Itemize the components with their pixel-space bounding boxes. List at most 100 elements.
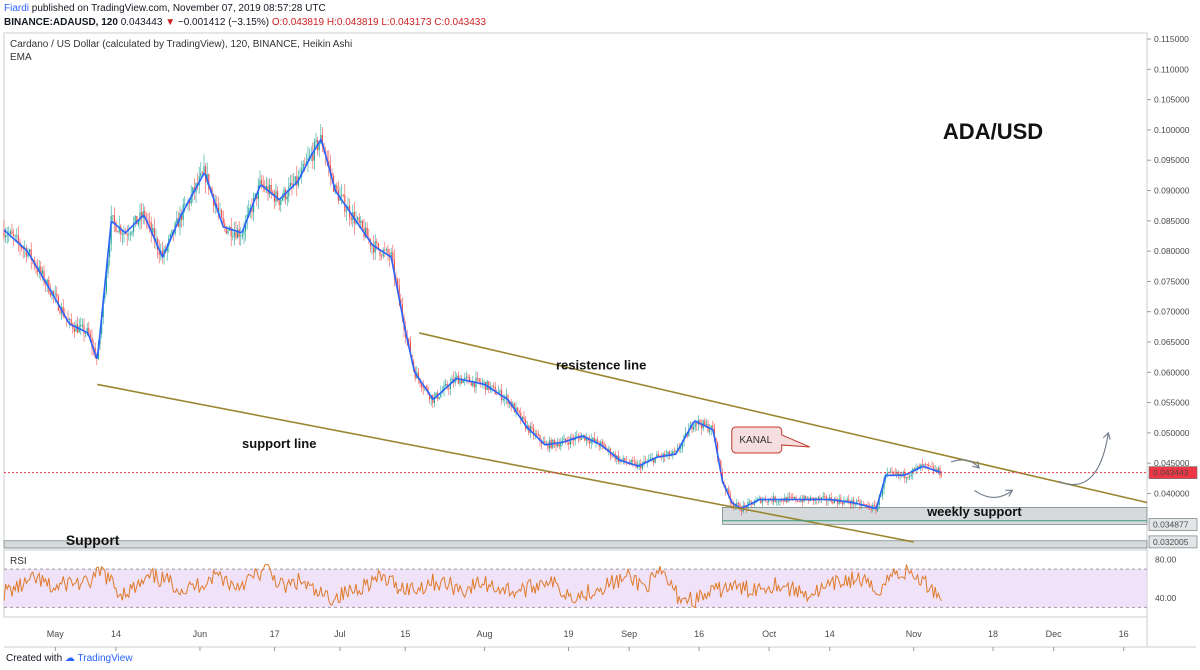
candle-body (289, 182, 291, 187)
symbol: BINANCE:ADAUSD, 120 (4, 17, 118, 28)
candle-body (569, 437, 571, 445)
candle-body (915, 467, 917, 469)
candle-body (377, 243, 379, 250)
candle-body (645, 461, 647, 463)
candle-body (129, 233, 131, 235)
time-tick-label: May (47, 629, 65, 639)
candle-body (515, 407, 517, 413)
candle-body (558, 443, 560, 447)
candle-body (381, 255, 383, 257)
candle-body (85, 332, 87, 334)
candle-body (897, 472, 899, 476)
candle-body (651, 458, 653, 459)
candle-body (491, 385, 493, 387)
forecast-arrow-1 (950, 459, 980, 469)
candle-body (517, 407, 519, 411)
candle-body (768, 498, 770, 503)
chart-legend-title: Cardano / US Dollar (calculated by Tradi… (10, 39, 352, 50)
candle-body (488, 381, 490, 391)
ema-legend[interactable]: EMA (10, 52, 32, 63)
candle-body (667, 451, 669, 455)
candle-body (341, 194, 343, 196)
candle-body (73, 328, 75, 332)
zones-layer (3, 507, 1148, 549)
candle-body (288, 186, 290, 197)
time-axis[interactable]: May 14 Jun 17 Jul 15 Aug 19 Sep 16 Oct 14 Nov 18 Dec 16 (47, 629, 1129, 651)
candle-body (571, 437, 573, 440)
candle-body (537, 435, 539, 436)
price-axis[interactable]: 0.115000 0.110000 0.105000 0.100000 0.095000… (1147, 34, 1190, 498)
candle-body (350, 217, 352, 221)
down-arrow-icon: ▼ (165, 17, 176, 28)
candle-body (225, 226, 227, 234)
candle-body (27, 252, 29, 257)
candle-body (240, 236, 242, 238)
time-tick-label: 18 (988, 629, 998, 639)
candle-body (421, 383, 423, 388)
candle-body (576, 436, 578, 437)
trendline-0[interactable] (419, 332, 1148, 504)
candle-body (857, 500, 859, 502)
candle-body (835, 498, 837, 501)
candle-body (189, 200, 191, 204)
rsi-legend[interactable]: RSI (10, 556, 27, 567)
candle-body (448, 387, 450, 389)
candle-body (345, 210, 347, 212)
time-tick-label: 15 (400, 629, 410, 639)
candle-body (134, 216, 136, 223)
kanal-callout: KANAL (731, 426, 810, 454)
support-tag-box (1148, 535, 1198, 549)
candle-body (233, 231, 235, 237)
publish-line: Fiardi published on TradingView.com, Nov… (4, 3, 326, 14)
candle-body (766, 501, 768, 503)
candle-body (117, 231, 119, 233)
candle-body (123, 232, 125, 235)
time-tick-label: Dec (1046, 629, 1063, 639)
symbol-line: BINANCE:ADAUSD, 120 0.043443 ▼ −0.001412… (4, 17, 486, 28)
footer-brand[interactable]: TradingView (77, 653, 133, 664)
candle-body (757, 498, 759, 501)
candle-body (582, 434, 584, 436)
candle-body (824, 496, 826, 498)
candle-body (318, 143, 320, 151)
candle-body (821, 497, 823, 500)
author-name[interactable]: Fiardi (4, 3, 30, 14)
candle-body (104, 291, 106, 299)
candle-body (128, 234, 130, 236)
candle-body (819, 497, 821, 500)
forecast-arrow-1-head (972, 461, 980, 469)
candle-body (25, 248, 27, 257)
candle-body (547, 442, 549, 449)
candle-body (531, 426, 533, 429)
forecast-arrow-3 (1058, 432, 1109, 486)
rsi-axis[interactable]: 80.00 40.00 (1155, 555, 1177, 603)
weekly-support-tag-box (1148, 518, 1198, 531)
candle-body (141, 212, 143, 219)
candle-body (744, 505, 746, 506)
candle-body (585, 437, 587, 441)
support-zone-label: Support (66, 532, 120, 548)
candle-body (181, 213, 183, 220)
candle-body (726, 488, 728, 491)
candle-body (603, 443, 605, 446)
ema-line (3, 137, 942, 510)
candle-body (371, 245, 373, 247)
candle-body (75, 324, 77, 332)
price-tick-label: 0.065000 (1154, 337, 1190, 347)
time-tick-label: Nov (906, 629, 923, 639)
candle-body (705, 423, 707, 426)
candle-body (590, 439, 592, 444)
candle-body (203, 166, 205, 173)
candle-body (741, 510, 743, 512)
candle-body (150, 221, 152, 233)
candle-body (14, 235, 16, 237)
current-price-tag-box (1148, 466, 1198, 479)
candle-body (624, 458, 626, 462)
candle-body (681, 441, 683, 448)
candle-body (89, 333, 91, 338)
price-change: −0.001412 (−3.15%) (177, 17, 270, 28)
candle-body (5, 235, 7, 238)
trendline-1[interactable] (97, 383, 914, 543)
candle-body (467, 376, 469, 378)
